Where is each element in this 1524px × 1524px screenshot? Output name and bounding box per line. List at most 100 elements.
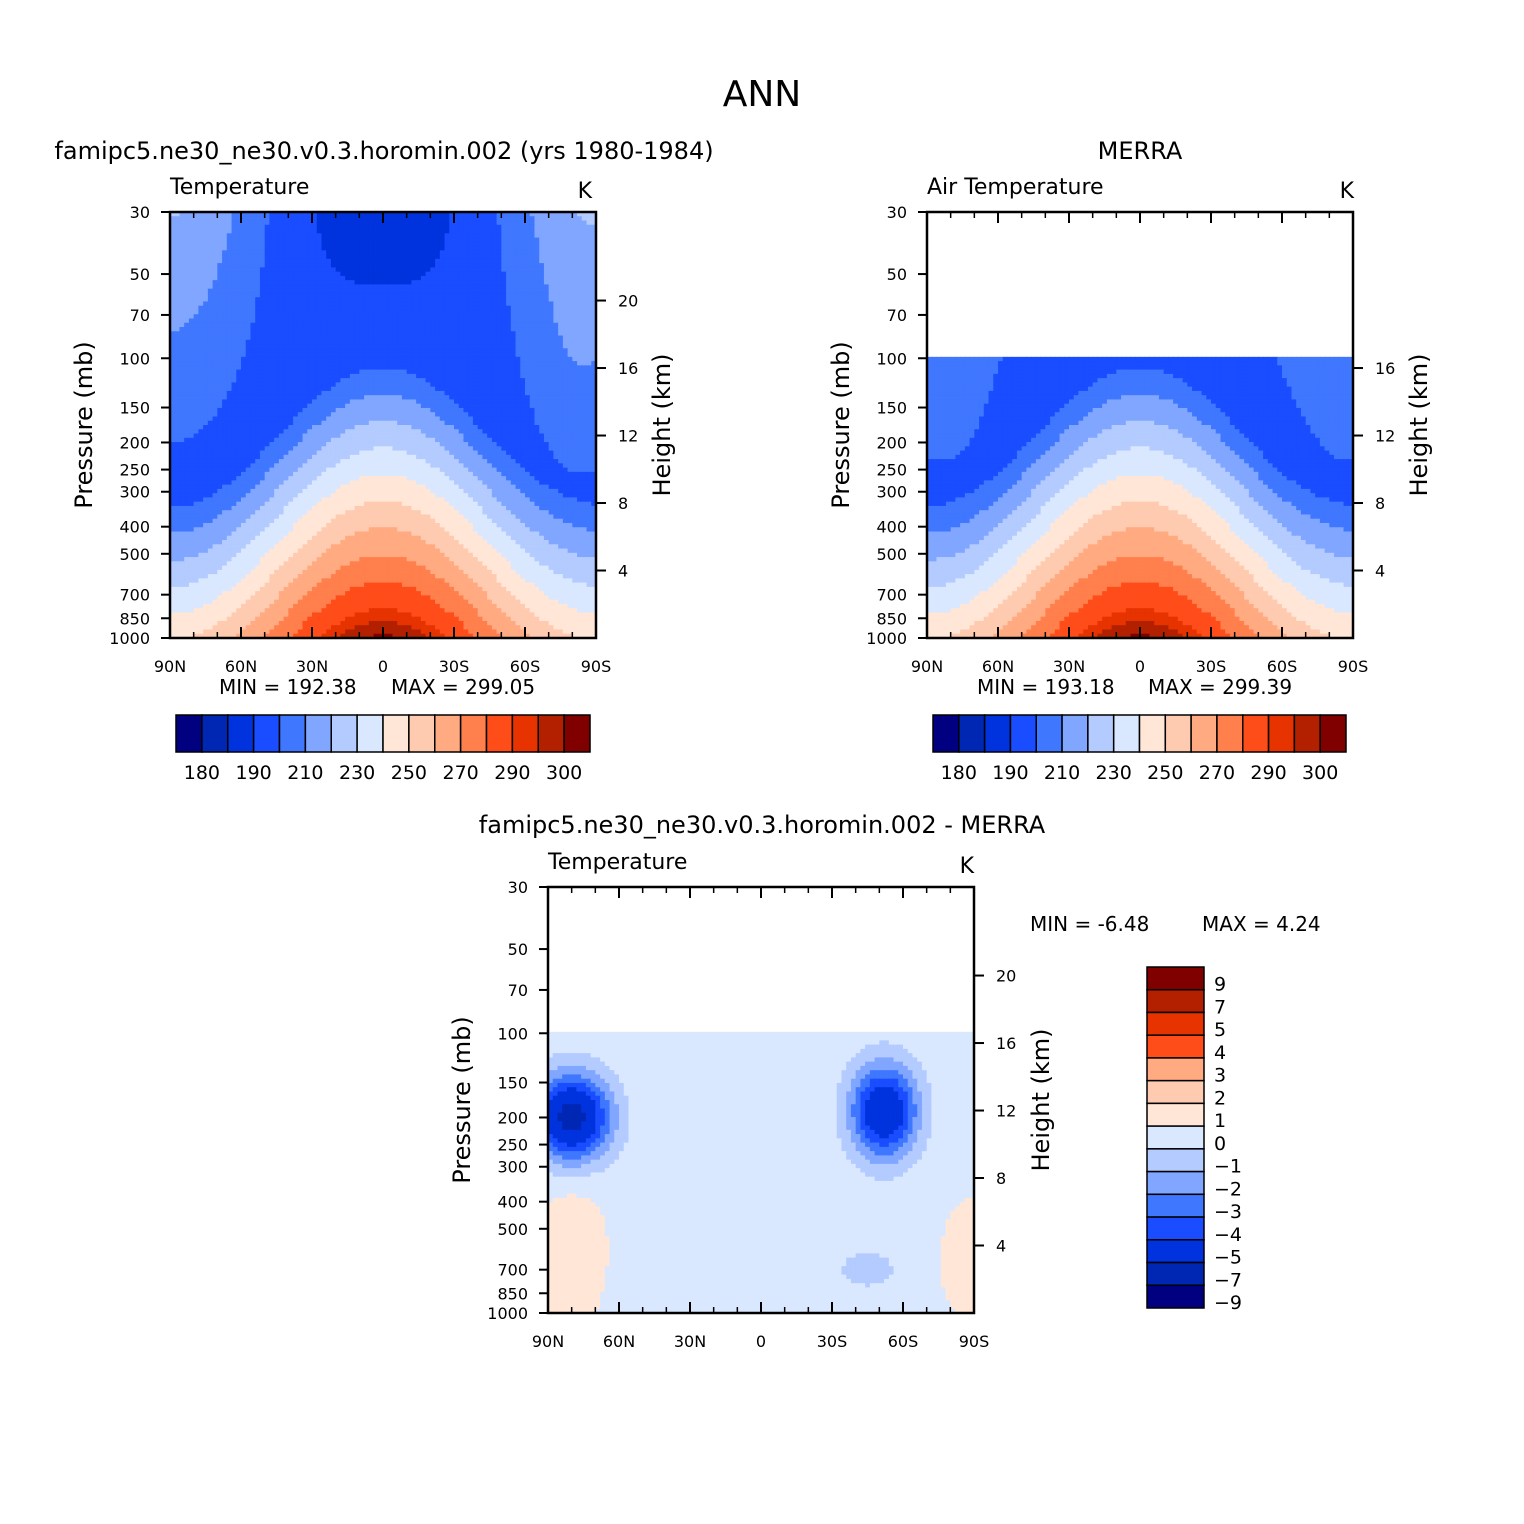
contour-cell xyxy=(468,305,474,311)
contour-cell xyxy=(534,216,540,222)
contour-cell xyxy=(482,420,488,426)
contour-cell xyxy=(520,403,526,409)
contour-cell xyxy=(482,335,488,341)
contour-cell xyxy=(255,407,261,413)
contour-cell xyxy=(454,229,460,234)
contour-cell xyxy=(297,412,304,418)
contour-cell xyxy=(245,284,252,290)
contour-cell xyxy=(378,433,384,439)
contour-cell xyxy=(250,258,256,264)
contour-cell xyxy=(406,258,412,264)
contour-cell xyxy=(179,412,185,418)
contour-cell xyxy=(340,292,346,298)
contour-cell xyxy=(193,216,199,222)
contour-cell xyxy=(378,233,384,239)
contour-cell xyxy=(515,212,521,217)
contour-cell xyxy=(302,305,308,311)
contour-cell xyxy=(553,288,559,294)
contour-cell xyxy=(245,378,252,383)
contour-cell xyxy=(420,412,427,418)
contour-cell xyxy=(364,229,370,234)
contour-cell xyxy=(425,254,431,260)
contour-cell xyxy=(373,339,379,345)
contour-cell xyxy=(539,403,545,409)
contour-cell xyxy=(170,263,176,268)
contour-cell xyxy=(226,361,233,366)
contour-cell xyxy=(525,433,531,439)
contour-cell xyxy=(278,275,285,281)
contour-cell xyxy=(411,361,417,366)
contour-cell xyxy=(454,318,460,324)
contour-cell xyxy=(425,309,431,315)
contour-cell xyxy=(330,403,337,409)
contour-cell xyxy=(278,369,285,375)
contour-cell xyxy=(430,361,436,366)
contour-cell xyxy=(525,356,531,362)
contour-cell xyxy=(179,212,185,217)
contour-cell xyxy=(525,309,531,315)
contour-cell xyxy=(326,267,332,273)
contour-cell xyxy=(316,275,323,281)
contour-cell xyxy=(278,327,285,332)
contour-cell xyxy=(406,224,412,230)
contour-cell xyxy=(335,407,341,413)
contour-cell xyxy=(217,437,223,443)
contour-cell xyxy=(250,378,256,383)
contour-cell xyxy=(449,348,455,354)
contour-cell xyxy=(245,267,252,273)
contour-cell xyxy=(425,425,431,430)
contour-cell xyxy=(226,212,233,217)
contour-cell xyxy=(302,386,308,392)
contour-cell xyxy=(274,292,280,298)
contour-cell xyxy=(520,331,526,337)
contour-cell xyxy=(444,241,450,247)
contour-cell xyxy=(487,301,493,307)
contour-cell xyxy=(245,263,252,268)
contour-cell xyxy=(411,318,417,324)
contour-cell xyxy=(491,327,498,332)
contour-cell xyxy=(340,399,346,405)
contour-cell xyxy=(326,220,332,226)
contour-cell xyxy=(207,292,214,298)
contour-cell xyxy=(482,433,488,439)
contour-cell xyxy=(373,305,379,311)
contour-cell xyxy=(392,314,398,320)
contour-cell xyxy=(293,373,299,379)
contour-cell xyxy=(203,280,209,286)
contour-cell xyxy=(203,212,209,217)
contour-cell xyxy=(321,275,327,281)
contour-cell xyxy=(520,309,526,315)
contour-cell xyxy=(496,297,502,303)
contour-cell xyxy=(264,378,270,383)
contour-cell xyxy=(203,288,209,294)
contour-cell xyxy=(264,284,270,290)
contour-cell xyxy=(430,250,436,256)
contour-cell xyxy=(562,288,569,294)
contour-cell xyxy=(231,237,237,243)
contour-cell xyxy=(406,275,412,281)
contour-cell xyxy=(581,275,588,281)
contour-cell xyxy=(581,305,588,311)
contour-cell xyxy=(586,378,592,383)
contour-cell xyxy=(212,399,218,405)
contour-cell xyxy=(307,241,313,247)
contour-cell xyxy=(425,390,431,396)
contour-cell xyxy=(184,437,190,443)
contour-cell xyxy=(439,369,446,375)
contour-cell xyxy=(231,335,237,341)
contour-cell xyxy=(349,267,356,273)
contour-cell xyxy=(491,322,498,328)
contour-cell xyxy=(506,331,512,337)
contour-cell xyxy=(316,229,323,234)
contour-cell xyxy=(586,407,592,413)
contour-cell xyxy=(491,344,498,349)
contour-cell xyxy=(525,416,531,422)
contour-cell xyxy=(264,280,270,286)
contour-cell xyxy=(307,412,313,418)
contour-cell xyxy=(487,390,493,396)
contour-cell xyxy=(307,339,313,345)
contour-cell xyxy=(567,216,573,222)
contour-cell xyxy=(435,220,441,226)
contour-cell xyxy=(373,322,379,328)
contour-cell xyxy=(425,275,431,281)
